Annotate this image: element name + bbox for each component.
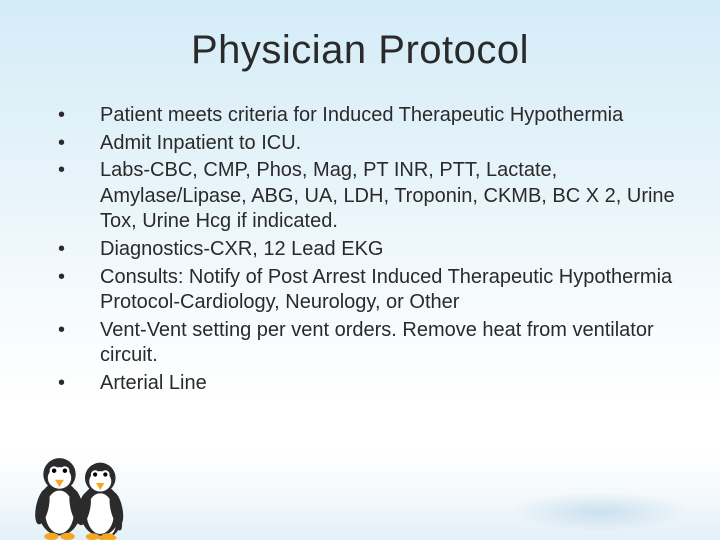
- list-item: Arterial Line: [50, 371, 680, 397]
- penguin-icon: [71, 459, 131, 540]
- slide-title: Physician Protocol: [40, 28, 680, 73]
- list-item: Admit Inpatient to ICU.: [50, 131, 680, 157]
- list-item: Patient meets criteria for Induced Thera…: [50, 103, 680, 129]
- list-item: Diagnostics-CXR, 12 Lead EKG: [50, 237, 680, 263]
- list-item: Consults: Notify of Post Arrest Induced …: [50, 265, 680, 316]
- list-item: Vent-Vent setting per vent orders. Remov…: [50, 318, 680, 369]
- list-item: Labs-CBC, CMP, Phos, Mag, PT INR, PTT, L…: [50, 158, 680, 235]
- bullet-list: Patient meets criteria for Induced Thera…: [40, 103, 680, 397]
- slide: Physician Protocol Patient meets criteri…: [0, 0, 720, 540]
